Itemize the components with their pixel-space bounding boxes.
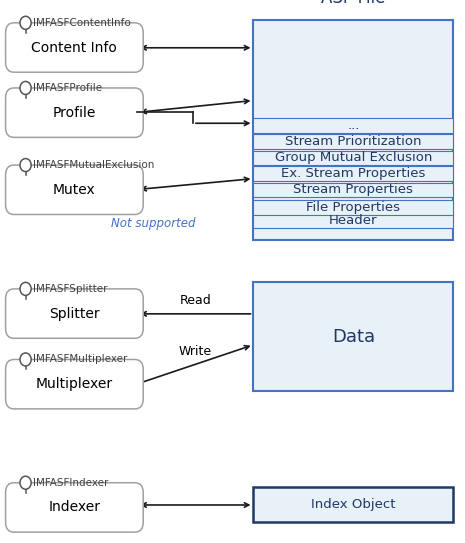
Text: Indexer: Indexer — [48, 501, 100, 514]
Text: Write: Write — [179, 345, 212, 358]
Circle shape — [20, 282, 31, 295]
Text: Mutex: Mutex — [53, 183, 96, 197]
FancyBboxPatch shape — [253, 135, 453, 149]
Text: Not supported: Not supported — [111, 217, 195, 230]
Text: Ex. Stream Properties: Ex. Stream Properties — [281, 167, 425, 180]
Text: IMFASFSplitter: IMFASFSplitter — [33, 284, 108, 294]
FancyBboxPatch shape — [253, 282, 453, 391]
Text: Splitter: Splitter — [49, 307, 100, 320]
FancyBboxPatch shape — [6, 88, 143, 137]
Circle shape — [20, 16, 31, 29]
Text: File Properties: File Properties — [306, 201, 400, 214]
Text: Profile: Profile — [53, 106, 96, 119]
FancyBboxPatch shape — [253, 20, 453, 240]
Text: IMFASFProfile: IMFASFProfile — [33, 83, 103, 93]
Text: Index Object: Index Object — [311, 498, 396, 511]
FancyBboxPatch shape — [253, 183, 453, 197]
Text: Multiplexer: Multiplexer — [36, 377, 113, 391]
Circle shape — [20, 159, 31, 172]
FancyBboxPatch shape — [253, 213, 453, 228]
Text: Read: Read — [179, 294, 211, 307]
FancyBboxPatch shape — [253, 150, 453, 165]
Text: Stream Prioritization: Stream Prioritization — [285, 135, 422, 148]
Text: ...: ... — [347, 119, 359, 132]
FancyBboxPatch shape — [253, 166, 453, 181]
Text: Header: Header — [329, 214, 378, 228]
Circle shape — [20, 353, 31, 366]
Text: ASF File: ASF File — [321, 0, 385, 7]
Text: Content Info: Content Info — [32, 41, 117, 54]
FancyBboxPatch shape — [253, 118, 453, 132]
FancyBboxPatch shape — [253, 487, 453, 522]
Text: IMFASFIndexer: IMFASFIndexer — [33, 478, 109, 488]
FancyBboxPatch shape — [6, 165, 143, 214]
Text: Data: Data — [332, 327, 375, 346]
FancyBboxPatch shape — [6, 359, 143, 409]
Text: Stream Properties: Stream Properties — [293, 184, 413, 197]
FancyBboxPatch shape — [253, 200, 453, 214]
Text: IMFASFContentInfo: IMFASFContentInfo — [33, 18, 131, 28]
Text: IMFASFMutualExclusion: IMFASFMutualExclusion — [33, 160, 155, 170]
FancyBboxPatch shape — [6, 483, 143, 532]
FancyBboxPatch shape — [6, 23, 143, 72]
FancyBboxPatch shape — [6, 289, 143, 338]
Text: IMFASFMultiplexer: IMFASFMultiplexer — [33, 355, 128, 364]
Text: Group Mutual Exclusion: Group Mutual Exclusion — [275, 151, 432, 164]
Circle shape — [20, 476, 31, 489]
Circle shape — [20, 81, 31, 94]
